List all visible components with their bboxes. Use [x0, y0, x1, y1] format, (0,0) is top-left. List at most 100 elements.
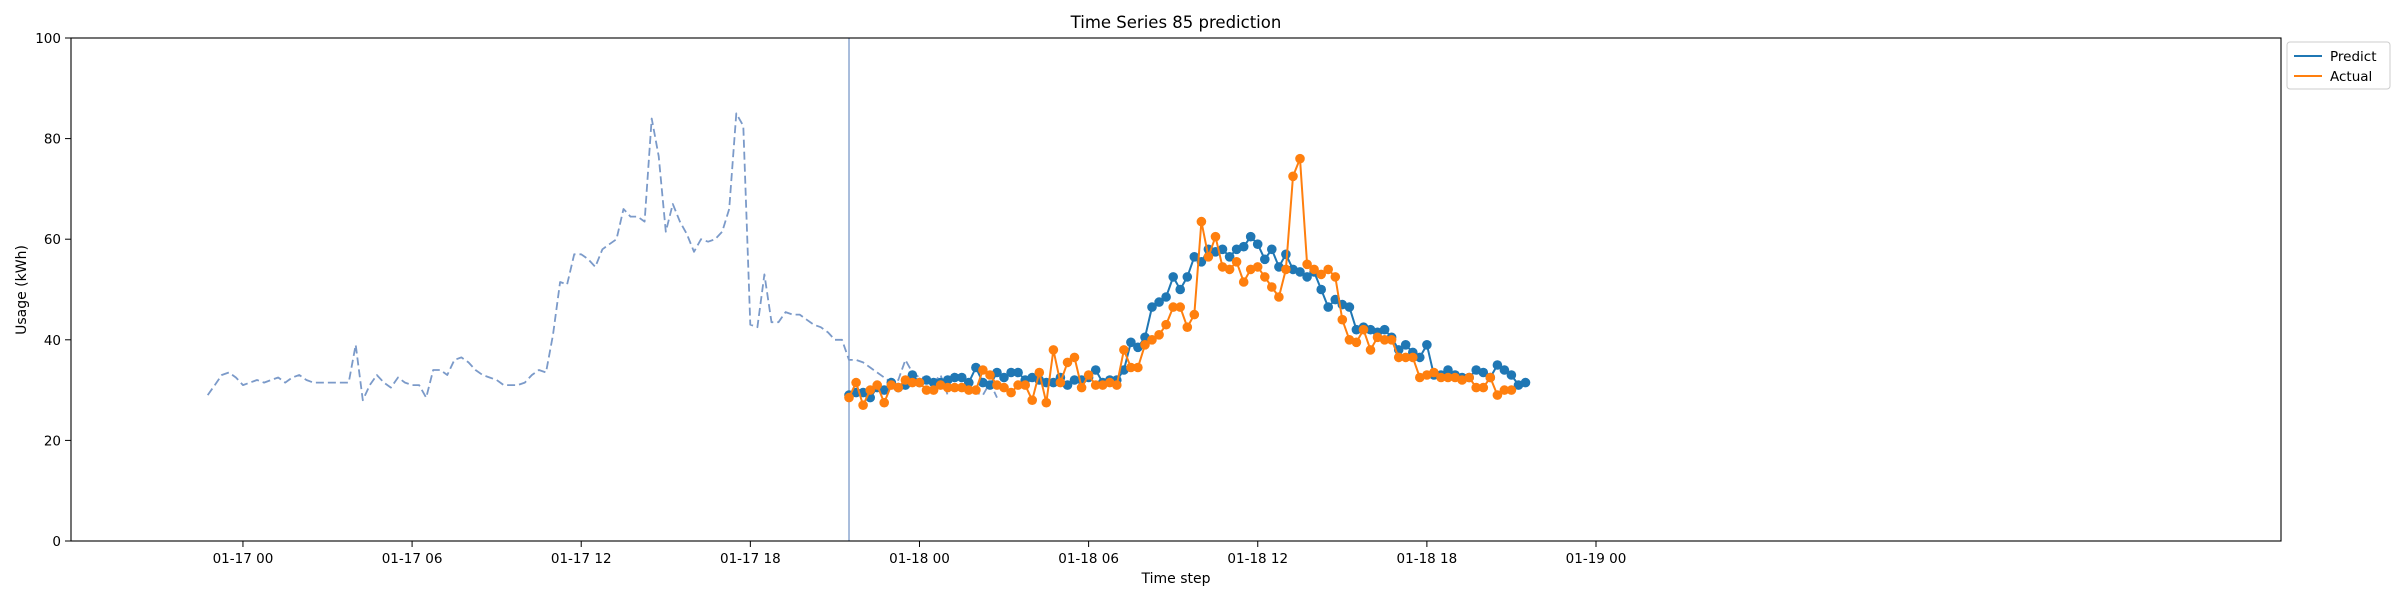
x-tick-label: 01-18 12: [1227, 551, 1288, 567]
actual-point: [1302, 259, 1312, 270]
actual-point: [942, 382, 953, 393]
actual-point: [1281, 264, 1291, 275]
predict-point: [1506, 370, 1517, 380]
axes-layer: 0 20 40 60 80 100 01-17 00 01-17 06 01-17 12 01-1…: [35, 31, 2282, 567]
predict-point: [879, 385, 889, 395]
actual-point: [1076, 382, 1087, 393]
actual-point: [1069, 352, 1080, 363]
y-tick-label: 80: [44, 132, 61, 148]
actual-point: [1020, 380, 1030, 390]
predict-point: [1422, 340, 1432, 350]
predict-point: [1069, 375, 1080, 385]
actual-point: [1471, 382, 1481, 393]
y-tick-label: 60: [44, 232, 61, 248]
predict-point: [964, 377, 974, 388]
actual-point: [872, 380, 882, 390]
actual-point: [1231, 257, 1242, 267]
actual-point: [1119, 345, 1129, 355]
series-layer: [844, 153, 1531, 411]
history-layer: [206, 112, 998, 402]
actual-point: [999, 382, 1009, 393]
predict-point: [1478, 367, 1489, 378]
actual-point: [1316, 269, 1326, 280]
x-tick-label: 01-18 18: [1397, 551, 1458, 567]
x-tick-label: 01-17 12: [551, 551, 612, 567]
actual-point: [1492, 390, 1503, 400]
chart-title: Time Series 85 prediction: [1070, 13, 1282, 32]
actual-point: [879, 397, 889, 408]
x-tick-label: 01-18 00: [889, 551, 950, 567]
actual-point: [1224, 264, 1235, 275]
predict-point: [1492, 360, 1503, 370]
predict-point: [999, 372, 1009, 383]
predict-point: [1224, 251, 1235, 262]
history-line: [206, 112, 998, 402]
predict-point: [1344, 302, 1355, 312]
actual-point: [1400, 352, 1411, 363]
predict-point: [1048, 377, 1059, 388]
actual-point: [1126, 362, 1136, 373]
plot-frame: [70, 37, 2282, 542]
predict-point: [1281, 249, 1291, 260]
actual-point: [1464, 372, 1474, 383]
actual-point: [1013, 380, 1023, 390]
x-tick-label: 01-18 06: [1058, 551, 1119, 567]
actual-point: [1090, 380, 1101, 390]
actual-point: [1260, 272, 1270, 282]
actual-point: [1006, 387, 1016, 398]
predict-point: [1252, 239, 1263, 249]
actual-point: [985, 370, 995, 380]
predict-point: [1499, 365, 1510, 375]
actual-point: [1203, 251, 1214, 262]
actual-point: [1337, 314, 1348, 325]
actual-point: [907, 377, 918, 388]
actual-point: [1365, 345, 1376, 355]
actual-point: [914, 377, 925, 388]
actual-point: [1379, 335, 1390, 345]
actual-point: [1506, 385, 1517, 395]
actual-point: [1295, 153, 1305, 164]
actual-point: [1034, 367, 1045, 378]
actual-point: [1210, 231, 1221, 242]
actual-point: [844, 392, 854, 403]
predict-point: [1161, 292, 1171, 302]
actual-point: [1048, 345, 1059, 355]
predict-point: [1090, 365, 1101, 375]
predict-point: [1520, 377, 1531, 388]
actual-point: [1330, 272, 1341, 282]
predict-point: [1400, 340, 1411, 350]
predict-point: [1260, 254, 1270, 265]
predict-point: [1267, 244, 1277, 255]
actual-point: [865, 385, 875, 395]
actual-point: [893, 382, 904, 393]
predict-point: [1379, 324, 1390, 335]
actual-point: [1443, 372, 1453, 383]
actual-point: [1485, 372, 1496, 383]
predict-point: [1217, 244, 1228, 255]
x-tick-label: 01-17 18: [720, 551, 781, 567]
predict-point: [1323, 302, 1333, 312]
actual-point: [978, 365, 988, 375]
actual-point: [1323, 264, 1333, 275]
actual-point: [949, 382, 960, 393]
legend-label-predict: Predict: [2330, 49, 2377, 65]
actual-point: [1393, 352, 1404, 363]
predict-point: [1013, 367, 1023, 378]
actual-point: [1083, 370, 1094, 380]
predict-point: [1126, 337, 1136, 348]
predict-point: [985, 380, 995, 390]
actual-point: [1161, 319, 1171, 330]
y-tick-label: 40: [44, 333, 61, 349]
predict-point: [1154, 297, 1164, 307]
actual-point: [928, 385, 939, 395]
actual-point: [1238, 277, 1249, 287]
actual-point: [1288, 171, 1298, 182]
predict-point: [1415, 352, 1425, 363]
y-tick-label: 20: [44, 433, 61, 449]
predict-point: [1175, 284, 1185, 295]
y-tick-label: 0: [52, 534, 61, 550]
predict-point: [907, 370, 918, 380]
legend-box: [2286, 41, 2391, 90]
predict-point: [1182, 272, 1193, 282]
